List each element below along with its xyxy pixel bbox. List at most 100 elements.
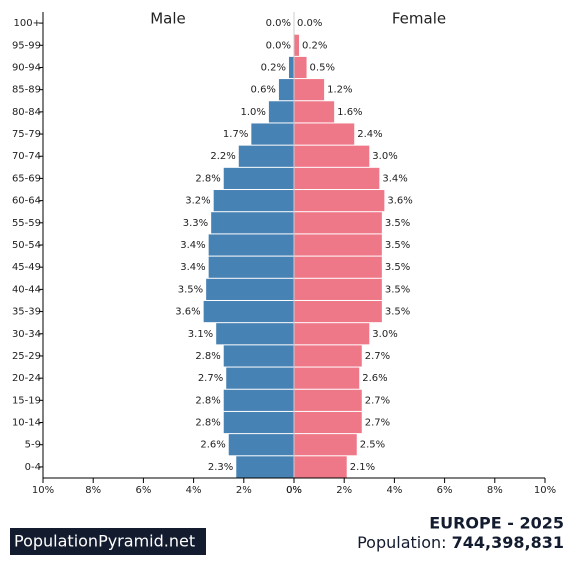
male-bar [206,278,294,300]
male-bar [226,367,294,389]
brand: PopulationPyramid.net [14,532,195,551]
y-tick-label: 15-19 [12,395,41,406]
y-tick-label: 85-89 [12,85,41,96]
female-bar [294,256,382,278]
value-label: 3.5% [385,307,410,318]
male-bar [278,79,294,101]
female-bar [294,434,357,456]
value-label: 3.3% [183,218,208,229]
value-label: 3.6% [175,307,200,318]
value-label: 3.5% [385,240,410,251]
x-tick-label: 6% [135,485,151,496]
value-label: 3.1% [188,329,213,340]
y-tick-label: 80-84 [12,107,41,118]
male-bar [203,300,294,323]
value-label: 2.2% [210,151,235,162]
female-bar [294,456,347,478]
male-bar [211,212,294,234]
male-bar [288,56,294,79]
value-label: 3.5% [385,262,410,273]
x-tick-label: 10% [32,485,54,496]
value-label: 3.0% [372,151,397,162]
y-tick-label: 0-4 [25,462,41,473]
value-label: 2.1% [350,462,375,473]
population-label: Population: [357,533,446,552]
value-label: 2.4% [357,129,382,140]
y-tick-label: 100+ [14,18,41,29]
female-bar [294,234,382,256]
male-bar [268,101,294,123]
value-label: 0.0% [266,18,291,29]
value-label: 3.5% [178,284,203,295]
x-tick-label: 8% [85,485,101,496]
y-tick-label: 70-74 [12,151,41,162]
value-label: 0.0% [297,18,322,29]
y-tick-label: 90-94 [12,62,41,73]
female-bar [294,323,370,345]
female-bar [294,300,382,323]
value-label: 3.2% [185,196,210,207]
y-tick-label: 40-44 [12,284,41,295]
female-bar [294,190,385,212]
male-title: Male [150,10,186,28]
value-label: 2.8% [195,418,220,429]
female-bar [294,345,362,367]
value-label: 3.6% [387,196,412,207]
female-bar [294,367,360,389]
x-tick-label: 4% [186,485,202,496]
value-label: 3.4% [180,240,205,251]
value-label: 2.7% [365,418,390,429]
female-bar [294,79,325,101]
female-bar [294,145,370,167]
male-bar [236,456,294,478]
value-label: 0.2% [302,40,327,51]
female-bar [294,278,382,300]
value-label: 1.6% [337,107,362,118]
value-label: 0.6% [251,85,276,96]
male-bar [208,256,294,278]
male-bar [208,234,294,256]
female-bar [294,411,362,434]
x-tick-label: 0% [286,485,302,496]
value-label: 2.8% [195,351,220,362]
male-bar [251,123,294,145]
value-label: 2.7% [365,395,390,406]
x-tick-label: 0% [286,485,302,496]
x-tick-label: 10% [534,485,556,496]
value-label: 0.2% [261,62,286,73]
y-tick-label: 50-54 [12,240,41,251]
y-tick-label: 45-49 [12,262,41,273]
value-label: 2.8% [195,173,220,184]
y-tick-label: 5-9 [25,440,41,451]
value-label: 1.2% [327,85,352,96]
value-label: 3.0% [372,329,397,340]
value-label: 2.7% [198,373,223,384]
value-label: 2.7% [365,351,390,362]
y-tick-label: 20-24 [12,373,41,384]
brand-box [10,528,206,555]
value-label: 3.4% [382,173,407,184]
male-bar [213,190,294,212]
female-bar [294,123,355,145]
male-bar [216,323,294,345]
value-label: 3.5% [385,284,410,295]
value-label: 0.5% [310,62,335,73]
x-tick-label: 8% [487,485,503,496]
y-tick-label: 60-64 [12,196,41,207]
male-bar [223,345,294,367]
x-tick-label: 2% [336,485,352,496]
y-tick-label: 75-79 [12,129,41,140]
x-tick-label: 4% [386,485,402,496]
y-tick-label: 25-29 [12,351,41,362]
population-value: 744,398,831 [452,533,564,552]
male-bar [223,411,294,434]
x-tick-label: 2% [236,485,252,496]
female-bar [294,389,362,411]
y-tick-label: 55-59 [12,218,41,229]
female-bar [294,167,380,190]
value-label: 1.7% [223,129,248,140]
y-tick-label: 30-34 [12,329,41,340]
value-label: 2.3% [208,462,233,473]
value-label: 2.8% [195,395,220,406]
value-label: 2.5% [360,440,385,451]
